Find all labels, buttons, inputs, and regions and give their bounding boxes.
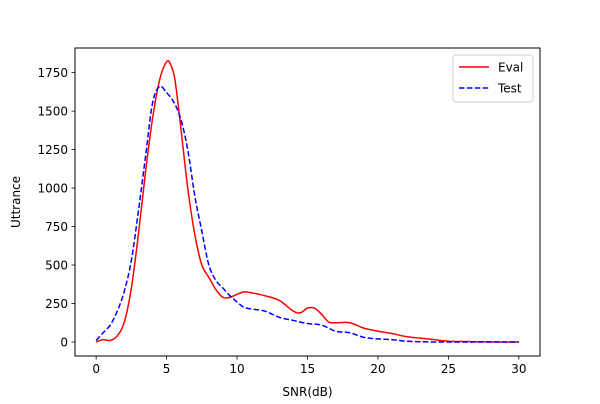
x-tick-label: 0 <box>92 362 100 376</box>
y-tick-label: 750 <box>45 220 68 234</box>
x-tick-label: 25 <box>441 362 456 376</box>
x-tick-label: 15 <box>300 362 315 376</box>
series-line-eval <box>95 60 519 343</box>
y-tick-label: 500 <box>45 258 68 272</box>
y-tick-label: 250 <box>45 297 68 311</box>
series-line-test <box>95 85 519 343</box>
x-tick-label: 10 <box>229 362 244 376</box>
y-tick-label: 1000 <box>37 181 68 195</box>
x-axis-label: SNR(dB) <box>282 385 332 399</box>
y-axis-label: Uttrance <box>9 176 23 228</box>
legend: Eval Test <box>452 54 534 103</box>
y-tick-label: 1750 <box>37 66 68 80</box>
legend-eval-label: Eval <box>498 61 523 75</box>
legend-test-label: Test <box>497 82 522 96</box>
y-tick-label: 0 <box>60 335 68 349</box>
y-tick-label: 1250 <box>37 143 68 157</box>
x-tick-label: 30 <box>511 362 526 376</box>
x-tick-label: 5 <box>163 362 171 376</box>
y-tick-label: 1500 <box>37 104 68 118</box>
x-tick-label: 20 <box>370 362 385 376</box>
